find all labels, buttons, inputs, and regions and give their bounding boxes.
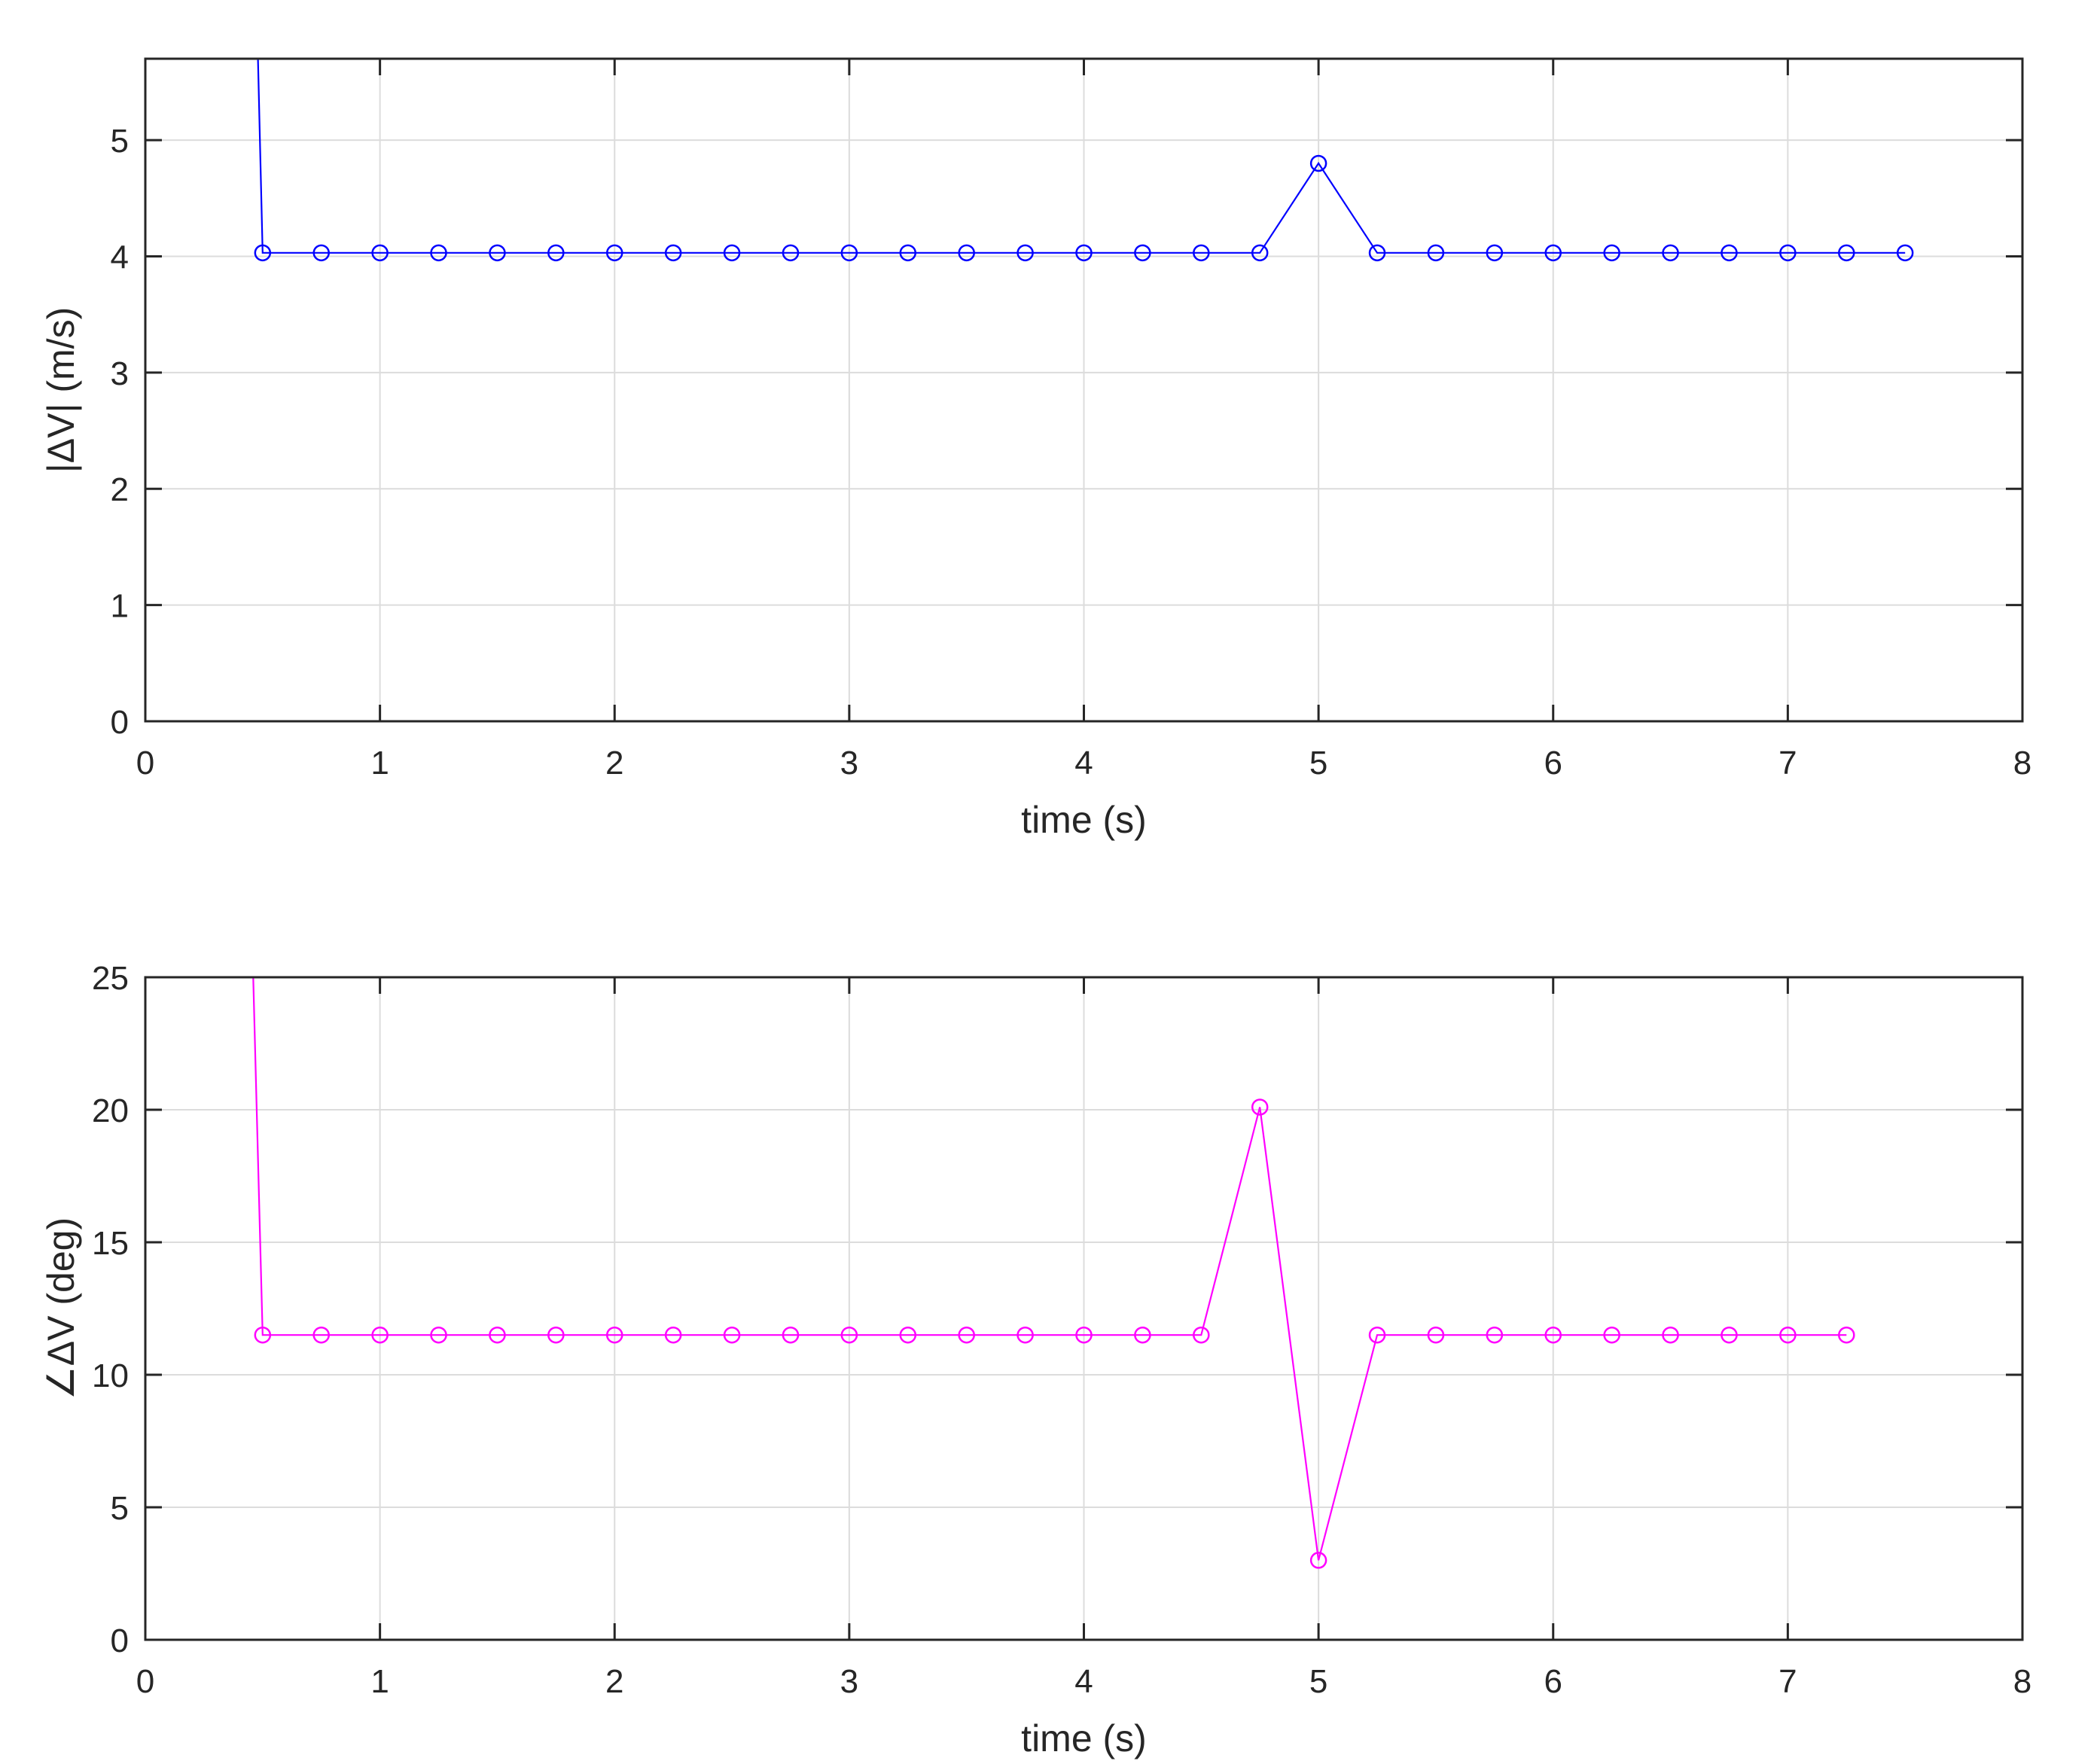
angle-data-point <box>1075 1326 1093 1344</box>
magnitude-data-point <box>782 244 800 262</box>
magnitude-data-point <box>1896 244 1914 262</box>
magnitude-data-point <box>1075 244 1093 262</box>
angle-data-point <box>1193 1326 1210 1344</box>
magnitude-data-point <box>312 244 330 262</box>
angle-data-point <box>547 1326 565 1344</box>
magnitude-data-point <box>1603 244 1620 262</box>
magnitude-y-tick-label: 0 <box>111 704 129 741</box>
magnitude-data-point <box>1721 244 1738 262</box>
magnitude-data-point <box>1134 244 1151 262</box>
magnitude-data-point <box>899 244 917 262</box>
magnitude-data-point <box>958 244 975 262</box>
magnitude-y-axis-label: |ΔV| (m/s) <box>40 307 82 473</box>
angle-data-point <box>723 1326 741 1344</box>
angle-data-point <box>840 1326 858 1344</box>
magnitude-data-point <box>1368 244 1386 262</box>
angle-x-tick-label: 5 <box>1309 1663 1327 1700</box>
magnitude-series-line <box>257 58 1906 254</box>
angle-y-axis-label: ∠ΔV (deg) <box>40 1217 82 1400</box>
magnitude-data-point <box>606 244 623 262</box>
magnitude-data-point <box>371 244 389 262</box>
angle-data-point <box>1309 1552 1327 1569</box>
angle-data-point <box>664 1326 682 1344</box>
magnitude-data-point <box>547 244 565 262</box>
angle-y-tick-label: 15 <box>92 1225 129 1262</box>
magnitude-y-tick-label: 5 <box>111 123 129 160</box>
magnitude-x-tick-label: 6 <box>1544 745 1562 781</box>
magnitude-data-point <box>254 244 272 262</box>
angle-y-tick-label: 25 <box>92 960 129 997</box>
angle-data-point <box>1486 1326 1504 1344</box>
magnitude-y-tick-label: 3 <box>111 355 129 392</box>
angle-y-tick-label: 20 <box>92 1092 129 1129</box>
magnitude-x-tick-label: 8 <box>2013 745 2031 781</box>
angle-data-point <box>1721 1326 1738 1344</box>
magnitude-data-point <box>489 244 506 262</box>
magnitude-x-tick-label: 3 <box>840 745 858 781</box>
angle-data-point <box>958 1326 975 1344</box>
angle-data-point <box>1838 1326 1855 1344</box>
angle-data-point <box>430 1326 447 1344</box>
angle-data-point <box>1251 1098 1269 1116</box>
magnitude-data-point <box>430 244 447 262</box>
angle-data-point <box>1134 1326 1151 1344</box>
angle-data-point <box>606 1326 623 1344</box>
magnitude-y-tick-label: 4 <box>111 239 129 276</box>
angle-data-point <box>1603 1326 1620 1344</box>
magnitude-x-tick-label: 2 <box>605 745 623 781</box>
angle-y-tick-label: 5 <box>111 1490 129 1527</box>
angle-data-point <box>782 1326 800 1344</box>
angle-subplot: 0 1 2 3 4 5 6 7 8 0 5 10 15 20 25 time (s) ∠ΔV (deg) <box>40 960 2031 1759</box>
magnitude-data-point <box>840 244 858 262</box>
angle-data-point <box>1016 1326 1034 1344</box>
magnitude-data-point <box>1427 244 1445 262</box>
angle-x-tick-label: 3 <box>840 1663 858 1700</box>
angle-x-tick-label: 6 <box>1544 1663 1562 1700</box>
magnitude-data-point <box>1251 244 1269 262</box>
angle-x-tick-label: 7 <box>1778 1663 1797 1700</box>
angle-x-axis-label: time (s) <box>1021 1717 1147 1759</box>
angle-y-tick-label: 0 <box>111 1622 129 1659</box>
angle-data-point <box>1427 1326 1445 1344</box>
angle-data-point <box>489 1326 506 1344</box>
magnitude-x-tick-label: 7 <box>1778 745 1797 781</box>
magnitude-data-point <box>664 244 682 262</box>
angle-x-tick-label: 2 <box>605 1663 623 1700</box>
magnitude-x-tick-label: 0 <box>136 745 154 781</box>
magnitude-data-point <box>1309 154 1327 172</box>
magnitude-data-point <box>723 244 741 262</box>
magnitude-y-tick-label: 2 <box>111 471 129 508</box>
angle-data-point <box>1662 1326 1679 1344</box>
angle-data-point <box>371 1326 389 1344</box>
angle-data-point <box>1779 1326 1797 1344</box>
angle-series-line <box>252 976 1847 1561</box>
angle-x-tick-label: 1 <box>370 1663 389 1700</box>
magnitude-data-point <box>1544 244 1562 262</box>
magnitude-x-tick-label: 5 <box>1309 745 1327 781</box>
magnitude-data-point <box>1779 244 1797 262</box>
angle-x-tick-label: 4 <box>1074 1663 1093 1700</box>
angle-y-tick-label: 10 <box>92 1357 129 1394</box>
magnitude-data-point <box>1486 244 1504 262</box>
magnitude-x-tick-label: 4 <box>1074 745 1093 781</box>
angle-data-point <box>1368 1326 1386 1344</box>
angle-x-tick-label: 0 <box>136 1663 154 1700</box>
magnitude-x-tick-label: 1 <box>370 745 389 781</box>
angle-data-point <box>254 1326 272 1344</box>
magnitude-data-point <box>1193 244 1210 262</box>
angle-data-point <box>899 1326 917 1344</box>
angle-data-point <box>1544 1326 1562 1344</box>
magnitude-data-point <box>1838 244 1855 262</box>
magnitude-subplot: 0 1 2 3 4 5 6 7 8 0 1 2 3 4 5 time (s) |ΔV| (m/s) <box>40 57 2031 841</box>
angle-x-tick-label: 8 <box>2013 1663 2031 1700</box>
magnitude-x-axis-label: time (s) <box>1021 799 1147 841</box>
magnitude-data-point <box>1016 244 1034 262</box>
magnitude-y-tick-label: 1 <box>111 588 129 625</box>
magnitude-data-point <box>1662 244 1679 262</box>
angle-data-point <box>312 1326 330 1344</box>
